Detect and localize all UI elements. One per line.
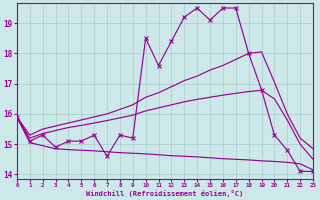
- X-axis label: Windchill (Refroidissement éolien,°C): Windchill (Refroidissement éolien,°C): [86, 190, 244, 197]
